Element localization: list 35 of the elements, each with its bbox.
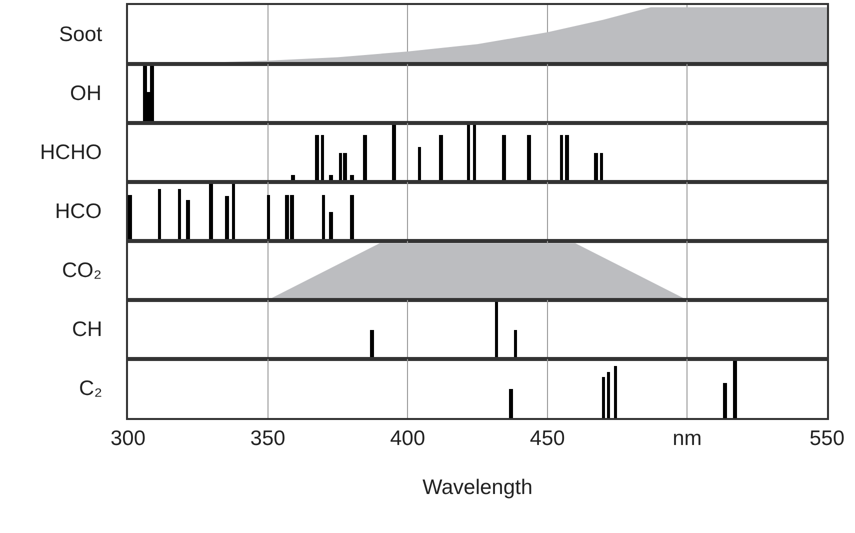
y-axis-title: OH xyxy=(70,82,102,105)
bar xyxy=(321,135,324,182)
y-axis-title: HCO xyxy=(55,200,102,223)
x-tick-label: 550 xyxy=(809,427,845,450)
bar xyxy=(565,135,569,182)
bar xyxy=(602,377,605,418)
bar xyxy=(439,135,443,182)
x-tick-label: 400 xyxy=(390,427,426,450)
x-tick-label: nm xyxy=(672,427,702,450)
bar xyxy=(560,135,563,182)
x-tick-label: 300 xyxy=(110,427,146,450)
x-tick-label: 350 xyxy=(250,427,286,450)
bar xyxy=(392,125,396,182)
x-axis-title: Wavelength xyxy=(422,476,533,499)
y-axis-title: HCHO xyxy=(40,141,102,164)
bar xyxy=(473,125,476,182)
y-axis-title: CH xyxy=(72,318,102,341)
bar xyxy=(527,135,531,182)
y-axis-title: C₂ xyxy=(79,377,102,400)
bar xyxy=(600,153,603,182)
bar xyxy=(467,125,470,182)
bar xyxy=(733,361,737,418)
y-axis-title: CO₂ xyxy=(62,259,102,282)
bar xyxy=(363,135,367,182)
bar xyxy=(607,372,610,418)
bar xyxy=(343,153,347,182)
bar xyxy=(315,135,319,182)
bar xyxy=(614,366,617,418)
bar xyxy=(594,153,598,182)
x-tick-label: 450 xyxy=(530,427,565,450)
bar xyxy=(509,389,513,418)
bar xyxy=(723,383,727,418)
bar xyxy=(502,135,506,182)
bar xyxy=(418,147,421,182)
y-axis-title: Soot xyxy=(59,23,102,46)
